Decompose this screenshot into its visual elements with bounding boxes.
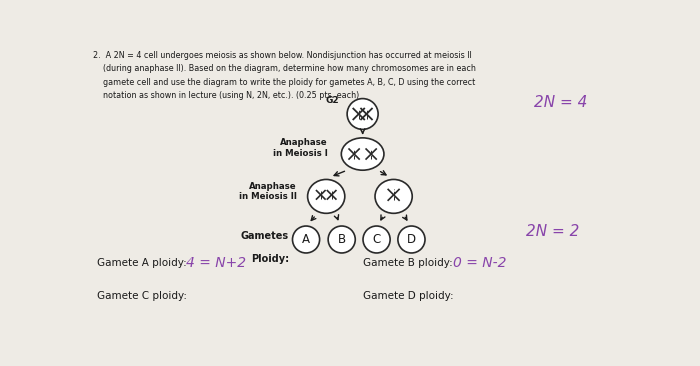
- Text: Anaphase
in Meiosis II: Anaphase in Meiosis II: [239, 182, 297, 201]
- Text: D: D: [407, 233, 416, 246]
- Text: Anaphase
in Meiosis I: Anaphase in Meiosis I: [273, 138, 328, 158]
- Text: Gamete C ploidy:: Gamete C ploidy:: [97, 291, 187, 302]
- Text: Gamete A ploidy:: Gamete A ploidy:: [97, 258, 190, 268]
- Circle shape: [398, 226, 425, 253]
- Text: A: A: [302, 233, 310, 246]
- Text: Gamete B ploidy:: Gamete B ploidy:: [363, 258, 456, 268]
- Text: 2.  A 2N = 4 cell undergoes meiosis as shown below. Nondisjunction has occurred : 2. A 2N = 4 cell undergoes meiosis as sh…: [93, 51, 472, 60]
- Text: Gamete D ploidy:: Gamete D ploidy:: [363, 291, 454, 302]
- Text: (during anaphase II). Based on the diagram, determine how many chromosomes are i: (during anaphase II). Based on the diagr…: [93, 64, 476, 73]
- Text: Ploidy:: Ploidy:: [251, 254, 289, 264]
- Text: Gametes: Gametes: [241, 231, 289, 241]
- Text: 2N = 2: 2N = 2: [526, 224, 579, 239]
- Text: G2: G2: [326, 96, 340, 105]
- Text: 4 = N+2: 4 = N+2: [186, 255, 246, 270]
- Circle shape: [293, 226, 320, 253]
- Circle shape: [363, 226, 390, 253]
- Text: gamete cell and use the diagram to write the ploidy for gametes A, B, C, D using: gamete cell and use the diagram to write…: [93, 78, 475, 87]
- Ellipse shape: [342, 138, 384, 170]
- Ellipse shape: [375, 179, 412, 213]
- Text: C: C: [372, 233, 381, 246]
- Text: notation as shown in lecture (using N, 2N, etc.). (0.25 pts. each): notation as shown in lecture (using N, 2…: [93, 91, 359, 100]
- Circle shape: [347, 98, 378, 130]
- Text: 2N = 4: 2N = 4: [533, 95, 587, 110]
- Text: 0 = N-2: 0 = N-2: [454, 255, 507, 270]
- Ellipse shape: [307, 179, 345, 213]
- Circle shape: [328, 226, 356, 253]
- Text: B: B: [337, 233, 346, 246]
